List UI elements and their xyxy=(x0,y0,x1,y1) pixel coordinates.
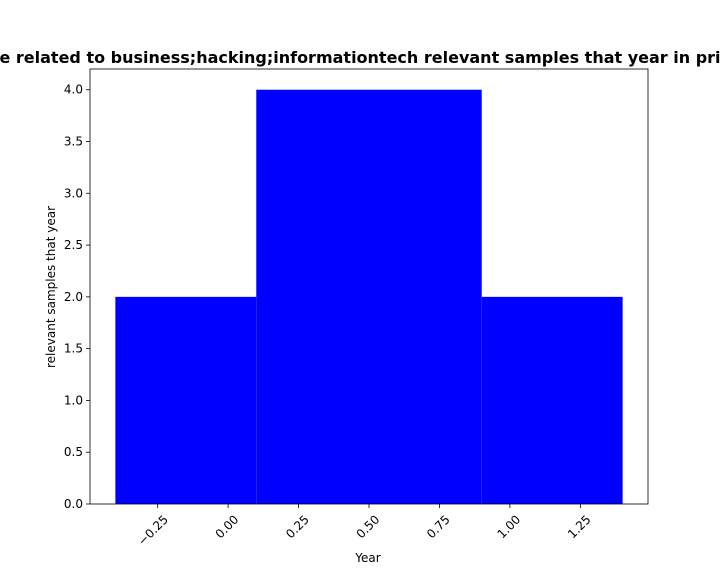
y-tick-label: 0.5 xyxy=(64,445,83,459)
x-tick-label: 1.25 xyxy=(565,512,594,541)
x-tick-label: 0.25 xyxy=(283,512,312,541)
y-tick-label: 2.0 xyxy=(64,290,83,304)
bar-0 xyxy=(115,296,257,504)
x-tick-label: 0.75 xyxy=(424,512,453,541)
y-tick-label: 3.5 xyxy=(64,135,83,149)
y-tick-label: 1.5 xyxy=(64,342,83,356)
bar-1 xyxy=(256,89,482,504)
y-tick-label: 1.0 xyxy=(64,393,83,407)
y-tick-label: 0.0 xyxy=(64,497,83,511)
y-axis-ticks: 0.0 0.5 1.0 1.5 2.0 2.5 3.0 3.5 4.0 xyxy=(64,83,90,511)
x-tick-label: 1.00 xyxy=(494,512,523,541)
x-axis-label: Year xyxy=(354,551,380,565)
y-tick-label: 3.0 xyxy=(64,186,83,200)
y-tick-label: 4.0 xyxy=(64,83,83,97)
bars xyxy=(115,89,623,504)
x-tick-label: −0.25 xyxy=(135,512,171,548)
chart-title: e related to business;hacking;informatio… xyxy=(0,48,720,67)
bar-2 xyxy=(481,296,623,504)
x-tick-label: 0.50 xyxy=(354,512,383,541)
y-axis-label: relevant samples that year xyxy=(44,206,58,368)
y-tick-label: 2.5 xyxy=(64,238,83,252)
x-tick-label: 0.00 xyxy=(213,512,242,541)
x-axis-ticks: −0.25 0.00 0.25 0.50 0.75 1.00 1.25 xyxy=(135,504,594,548)
